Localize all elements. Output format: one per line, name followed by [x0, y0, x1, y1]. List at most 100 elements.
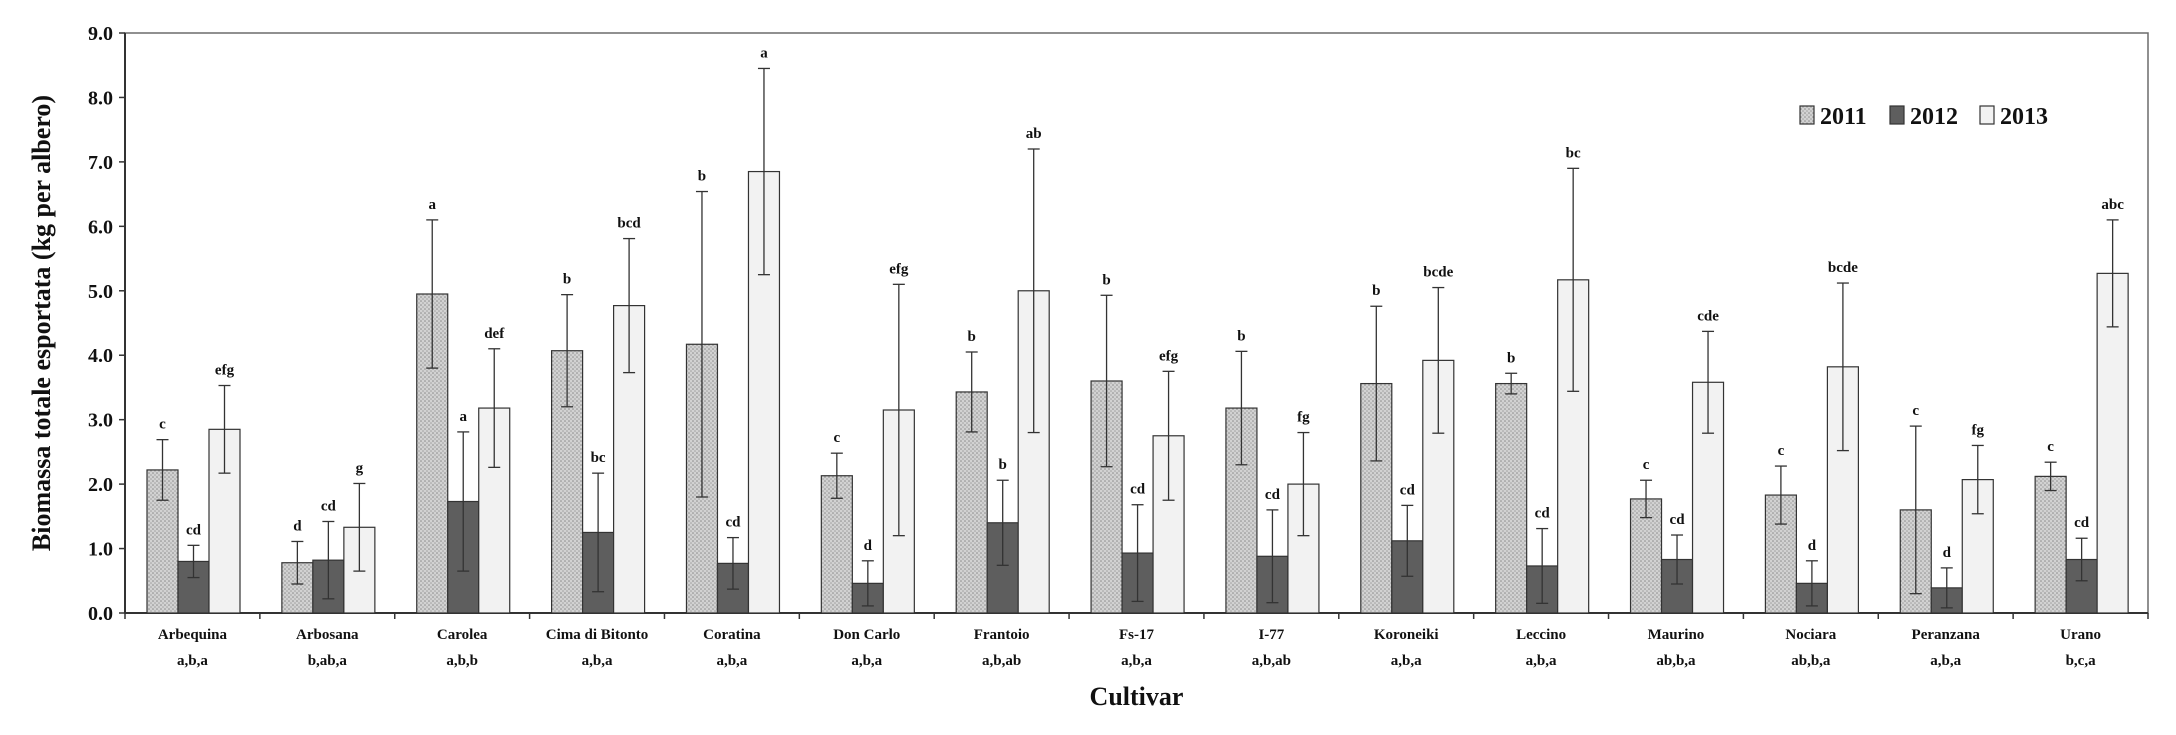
- significance-label: c: [159, 417, 166, 433]
- y-tick-label: 6.0: [88, 216, 113, 238]
- category-stat-label: a,b,a: [716, 653, 747, 669]
- significance-label: b: [563, 272, 571, 288]
- significance-label: bc: [1566, 145, 1581, 161]
- y-tick-label: 5.0: [88, 281, 113, 303]
- significance-label: g: [356, 460, 364, 476]
- significance-label: d: [864, 538, 873, 554]
- category-label: Arbequina: [158, 627, 228, 643]
- significance-label: b: [999, 457, 1007, 473]
- significance-label: b: [1237, 328, 1245, 344]
- category-stat-label: ab,b,a: [1656, 653, 1696, 669]
- significance-label: bcde: [1423, 265, 1453, 281]
- significance-label: bcd: [617, 216, 641, 232]
- significance-label: cd: [186, 522, 202, 538]
- bar-2011: [2034, 475, 2067, 614]
- y-tick-label: 7.0: [88, 152, 113, 174]
- significance-label: cd: [2074, 515, 2090, 531]
- category-label: Frantoio: [974, 627, 1030, 643]
- significance-label: a: [760, 45, 768, 61]
- significance-label: cd: [725, 515, 741, 531]
- significance-label: c: [833, 430, 840, 446]
- legend-swatch-2012: [1889, 105, 1905, 125]
- y-tick-label: 2.0: [88, 474, 113, 496]
- category-stat-label: a,b,a: [1121, 653, 1152, 669]
- category-stat-label: a,b,a: [1930, 653, 1961, 669]
- significance-label: c: [2047, 439, 2054, 455]
- y-tick-label: 8.0: [88, 87, 113, 109]
- category-label: Peranzana: [1912, 627, 1981, 643]
- category-label: Nociara: [1785, 627, 1836, 643]
- significance-label: a: [428, 197, 436, 213]
- legend: 2011 2012 2013: [1799, 104, 2048, 130]
- category-label: Arbosana: [296, 627, 359, 643]
- category-label: Urano: [2060, 627, 2101, 643]
- significance-label: cd: [1535, 506, 1551, 522]
- category-stat-label: a,b,ab: [1252, 653, 1291, 669]
- significance-label: cd: [1265, 487, 1281, 503]
- bars-layer: [146, 67, 2129, 614]
- significance-label: fg: [1297, 410, 1310, 426]
- significance-label: ab: [1026, 126, 1042, 142]
- significance-label: c: [1643, 457, 1650, 473]
- significance-label: efg: [889, 261, 909, 277]
- significance-label: b: [968, 329, 976, 345]
- category-label: Koroneiki: [1374, 627, 1439, 643]
- significance-label: fg: [1972, 422, 1985, 438]
- category-stat-label: b,ab,a: [308, 653, 348, 669]
- significance-label: d: [293, 518, 302, 534]
- labels-layer: Arbequinaa,b,accdefgArbosanab,ab,adcdgCa…: [158, 45, 2124, 669]
- significance-label: cde: [1697, 308, 1719, 324]
- y-tick-label: 4.0: [88, 345, 113, 367]
- bar-2011: [1495, 382, 1528, 614]
- category-label: Carolea: [437, 627, 488, 643]
- significance-label: d: [1943, 545, 1952, 561]
- significance-label: b: [1372, 283, 1380, 299]
- y-tick-label: 3.0: [88, 410, 113, 432]
- category-label: Fs-17: [1119, 627, 1154, 643]
- category-stat-label: b,c,a: [2066, 653, 2097, 669]
- significance-label: c: [1778, 443, 1785, 459]
- legend-swatch-2013: [1979, 105, 1995, 125]
- category-stat-label: a,b,b: [446, 653, 478, 669]
- y-tick-label: 1.0: [88, 539, 113, 561]
- significance-label: def: [484, 326, 505, 342]
- significance-label: cd: [1130, 482, 1146, 498]
- category-stat-label: a,b,a: [1391, 653, 1422, 669]
- y-axis-title: Biomassa totale esportata (kg per albero…: [27, 95, 56, 551]
- legend-swatch-2011: [1799, 105, 1815, 125]
- bar-2013: [2096, 272, 2129, 614]
- category-label: Coratina: [703, 627, 761, 643]
- category-label: Leccino: [1516, 627, 1566, 643]
- significance-label: b: [1102, 272, 1110, 288]
- legend-label-2012: 2012: [1910, 104, 1958, 130]
- category-label: Don Carlo: [833, 627, 900, 643]
- y-tick-label: 9.0: [88, 23, 113, 45]
- category-stat-label: ab,b,a: [1791, 653, 1831, 669]
- significance-label: b: [1507, 350, 1515, 366]
- category-stat-label: a,b,ab: [982, 653, 1021, 669]
- significance-label: bcde: [1828, 260, 1858, 276]
- significance-label: efg: [215, 363, 235, 379]
- x-axis-title: Cultivar: [1090, 682, 1184, 711]
- significance-label: cd: [1670, 512, 1686, 528]
- significance-label: cd: [1400, 482, 1416, 498]
- significance-label: abc: [2101, 197, 2124, 213]
- legend-label-2011: 2011: [1820, 104, 1867, 130]
- category-stat-label: a,b,a: [1526, 653, 1557, 669]
- category-label: Maurino: [1648, 627, 1705, 643]
- significance-label: d: [1808, 538, 1817, 554]
- category-stat-label: a,b,a: [582, 653, 613, 669]
- significance-label: b: [698, 169, 706, 185]
- category-stat-label: a,b,a: [177, 653, 208, 669]
- legend-label-2013: 2013: [2000, 104, 2048, 130]
- significance-label: efg: [1159, 348, 1179, 364]
- y-tick-label: 0.0: [88, 603, 113, 625]
- category-stat-label: a,b,a: [851, 653, 882, 669]
- significance-label: a: [459, 409, 467, 425]
- category-label: I-77: [1258, 627, 1284, 643]
- significance-label: cd: [321, 498, 337, 514]
- significance-label: bc: [591, 450, 606, 466]
- category-label: Cima di Bitonto: [546, 627, 649, 643]
